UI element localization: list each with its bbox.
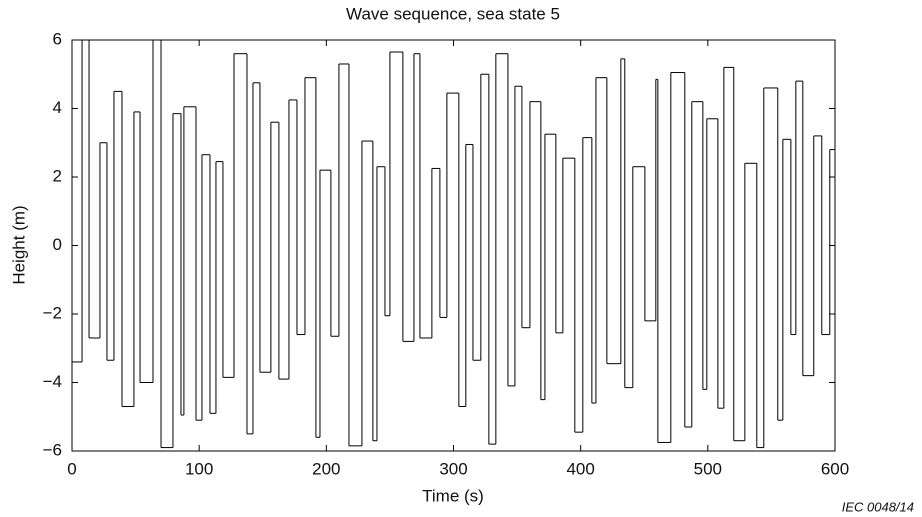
chart-title: Wave sequence, sea state 5 [346,4,560,23]
y-tick-label: 4 [53,98,62,117]
x-tick-label: 300 [439,459,467,478]
x-tick-label: 100 [185,459,213,478]
x-tick-label: 400 [566,459,594,478]
plot-frame [71,39,836,452]
x-tick-label: 200 [312,459,340,478]
y-tick-label: 0 [53,235,62,254]
y-axis-label: Height (m) [9,205,28,284]
x-tick-label: 600 [821,459,849,478]
x-tick-label: 0 [67,459,76,478]
y-tick-label: −2 [43,303,62,322]
y-tick-label: 6 [53,29,62,48]
y-tick-label: 2 [53,166,62,185]
y-tick-label: −4 [43,372,62,391]
y-tick-label: −6 [43,440,62,459]
x-axis-label: Time (s) [422,486,484,505]
x-tick-label: 500 [694,459,722,478]
source-note: IEC 0048/14 [842,499,914,514]
